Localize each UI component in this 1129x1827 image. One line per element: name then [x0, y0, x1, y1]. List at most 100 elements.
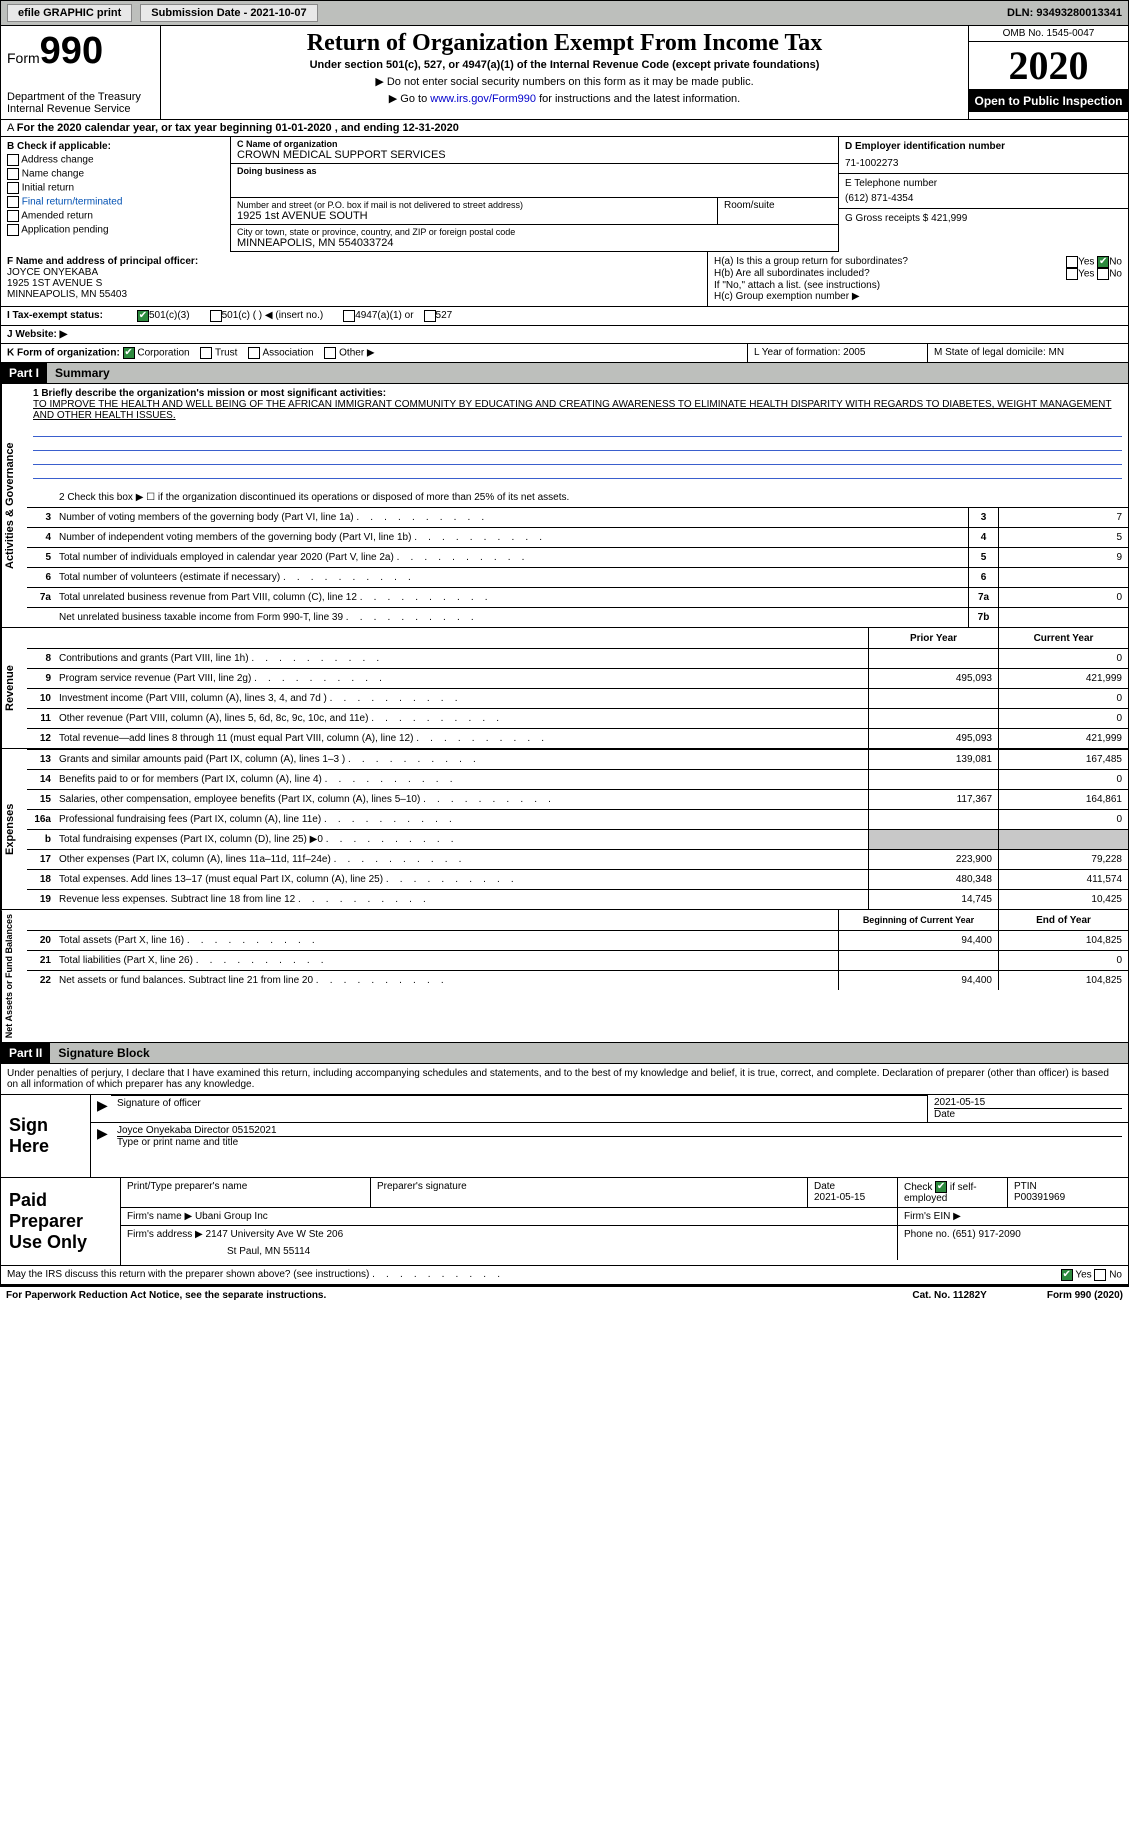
prep-sig-label: Preparer's signature: [371, 1178, 808, 1207]
section-cde: C Name of organization CROWN MEDICAL SUP…: [231, 137, 1128, 252]
summary-line: 4Number of independent voting members of…: [27, 527, 1128, 547]
summary-line: 7aTotal unrelated business revenue from …: [27, 587, 1128, 607]
chk-address-change[interactable]: Address change: [7, 154, 224, 166]
part1-header: Part I Summary: [0, 363, 1129, 384]
irs-link[interactable]: www.irs.gov/Form990: [430, 93, 536, 105]
form-number: 990: [40, 30, 103, 72]
self-employed-check[interactable]: Check if self-employed: [904, 1182, 977, 1204]
section-d: D Employer identification number 71-1002…: [839, 137, 1128, 174]
org-name: CROWN MEDICAL SUPPORT SERVICES: [237, 149, 832, 161]
begin-year-header: Beginning of Current Year: [838, 910, 998, 930]
row-k: K Form of organization: Corporation Trus…: [1, 344, 748, 362]
summary-line: 22Net assets or fund balances. Subtract …: [27, 970, 1128, 990]
row-j: J Website: ▶: [0, 326, 1129, 344]
tax-year: 2020: [969, 42, 1128, 90]
summary-line: 13Grants and similar amounts paid (Part …: [27, 749, 1128, 769]
firm-name: Ubani Group Inc: [195, 1211, 268, 1222]
part1-title: Summary: [47, 363, 1128, 383]
sign-here-block: Sign Here ▶ Signature of officer 2021-05…: [0, 1095, 1129, 1178]
prior-year-header: Prior Year: [868, 628, 998, 648]
officer-name: JOYCE ONYEKABA: [7, 267, 701, 278]
paid-preparer-block: Paid Preparer Use Only Print/Type prepar…: [0, 1178, 1129, 1266]
summary-line: 20Total assets (Part X, line 16)94,40010…: [27, 930, 1128, 950]
summary-line: 16aProfessional fundraising fees (Part I…: [27, 809, 1128, 829]
efile-print-button[interactable]: efile GRAPHIC print: [7, 4, 132, 22]
summary-line: 15Salaries, other compensation, employee…: [27, 789, 1128, 809]
revenue-label: Revenue: [1, 628, 27, 748]
form-footer: Form 990 (2020): [1047, 1290, 1123, 1301]
end-year-header: End of Year: [998, 910, 1128, 930]
topbar: efile GRAPHIC print Submission Date - 20…: [0, 0, 1129, 26]
ein-value: 71-1002273: [845, 158, 1122, 169]
firm-address: 2147 University Ave W Ste 206: [206, 1229, 344, 1240]
hb-note: If "No," attach a list. (see instruction…: [714, 280, 1122, 291]
chk-application-pending[interactable]: Application pending: [7, 224, 224, 236]
revenue-section: Revenue Prior Year Current Year 8Contrib…: [1, 627, 1128, 748]
summary-line: 5Total number of individuals employed in…: [27, 547, 1128, 567]
signature-label: Signature of officer: [117, 1098, 201, 1109]
expenses-label: Expenses: [1, 749, 27, 909]
corp-checkbox[interactable]: [123, 347, 135, 359]
col-header-row: Prior Year Current Year: [27, 628, 1128, 648]
firm-phone: Phone no. (651) 917-2090: [898, 1226, 1128, 1260]
discuss-yes-checkbox[interactable]: [1061, 1269, 1073, 1281]
period-row: A For the 2020 calendar year, or tax yea…: [0, 120, 1129, 137]
part1-num: Part I: [1, 363, 47, 383]
sign-date: 2021-05-15: [934, 1097, 1122, 1108]
summary-line: 6Total number of volunteers (estimate if…: [27, 567, 1128, 587]
paperwork-row: For Paperwork Reduction Act Notice, see …: [0, 1285, 1129, 1304]
arrow-icon: ▶: [97, 1125, 108, 1141]
summary-line: 11Other revenue (Part VIII, column (A), …: [27, 708, 1128, 728]
summary-line: 19Revenue less expenses. Subtract line 1…: [27, 889, 1128, 909]
form-header: Form990 Department of the Treasury Inter…: [0, 26, 1129, 120]
chk-name-change[interactable]: Name change: [7, 168, 224, 180]
row-klm: K Form of organization: Corporation Trus…: [0, 344, 1129, 363]
expenses-section: Expenses 13Grants and similar amounts pa…: [1, 748, 1128, 909]
netassets-section: Net Assets or Fund Balances Beginning of…: [1, 909, 1128, 1042]
current-year-header: Current Year: [998, 628, 1128, 648]
hb-label: H(b) Are all subordinates included?: [714, 268, 870, 280]
summary-line: 21Total liabilities (Part X, line 26)0: [27, 950, 1128, 970]
governance-label: Activities & Governance: [1, 384, 27, 627]
form-header-left: Form990 Department of the Treasury Inter…: [1, 26, 161, 119]
section-c-dba: Doing business as: [231, 164, 838, 198]
ptin: PTIN P00391969: [1008, 1178, 1128, 1207]
prep-date: Date 2021-05-15: [808, 1178, 898, 1207]
form-title: Return of Organization Exempt From Incom…: [169, 30, 960, 57]
chk-amended[interactable]: Amended return: [7, 210, 224, 222]
section-b: B Check if applicable: Address change Na…: [1, 137, 231, 252]
ha-no-checkbox[interactable]: [1097, 256, 1109, 268]
summary-line: Net unrelated business taxable income fr…: [27, 607, 1128, 627]
form-header-right: OMB No. 1545-0047 2020 Open to Public In…: [968, 26, 1128, 119]
sign-here-label: Sign Here: [1, 1095, 91, 1177]
501c3-checkbox[interactable]: [137, 310, 149, 322]
prep-name-label: Print/Type preparer's name: [121, 1178, 371, 1207]
summary-block: Activities & Governance 1 Briefly descri…: [0, 384, 1129, 1043]
org-city: MINNEAPOLIS, MN 554033724: [237, 237, 832, 249]
chk-initial-return[interactable]: Initial return: [7, 182, 224, 194]
summary-line: 12Total revenue—add lines 8 through 11 (…: [27, 728, 1128, 748]
dept-label: Department of the Treasury Internal Reve…: [7, 91, 154, 115]
netassets-label: Net Assets or Fund Balances: [1, 910, 27, 1042]
form-prefix: Form: [7, 50, 40, 66]
room-suite-label: Room/suite: [718, 198, 838, 224]
section-e: E Telephone number (612) 871-4354: [839, 174, 1128, 209]
summary-line: 3Number of voting members of the governi…: [27, 507, 1128, 527]
governance-section: Activities & Governance 1 Briefly descri…: [1, 384, 1128, 627]
mission-text: TO IMPROVE THE HEALTH AND WELL BEING OF …: [33, 399, 1122, 421]
arrow-icon: ▶: [97, 1097, 108, 1113]
submission-date-button[interactable]: Submission Date - 2021-10-07: [140, 4, 317, 22]
section-g: G Gross receipts $ 421,999: [839, 209, 1128, 228]
chk-final-return[interactable]: Final return/terminated: [7, 196, 224, 208]
section-f: F Name and address of principal officer:…: [1, 252, 708, 306]
paid-preparer-label: Paid Preparer Use Only: [1, 1178, 121, 1265]
dln-label: DLN: 93493280013341: [1007, 7, 1122, 19]
section-c-city: City or town, state or province, country…: [231, 225, 838, 252]
section-h: H(a) Is this a group return for subordin…: [708, 252, 1128, 306]
summary-line: 10Investment income (Part VIII, column (…: [27, 688, 1128, 708]
section-c-name: C Name of organization CROWN MEDICAL SUP…: [231, 137, 838, 164]
phone-value: (612) 871-4354: [845, 193, 1122, 204]
ha-label: H(a) Is this a group return for subordin…: [714, 256, 908, 268]
section-b-heading: B Check if applicable:: [7, 141, 224, 152]
summary-line: 14Benefits paid to or for members (Part …: [27, 769, 1128, 789]
